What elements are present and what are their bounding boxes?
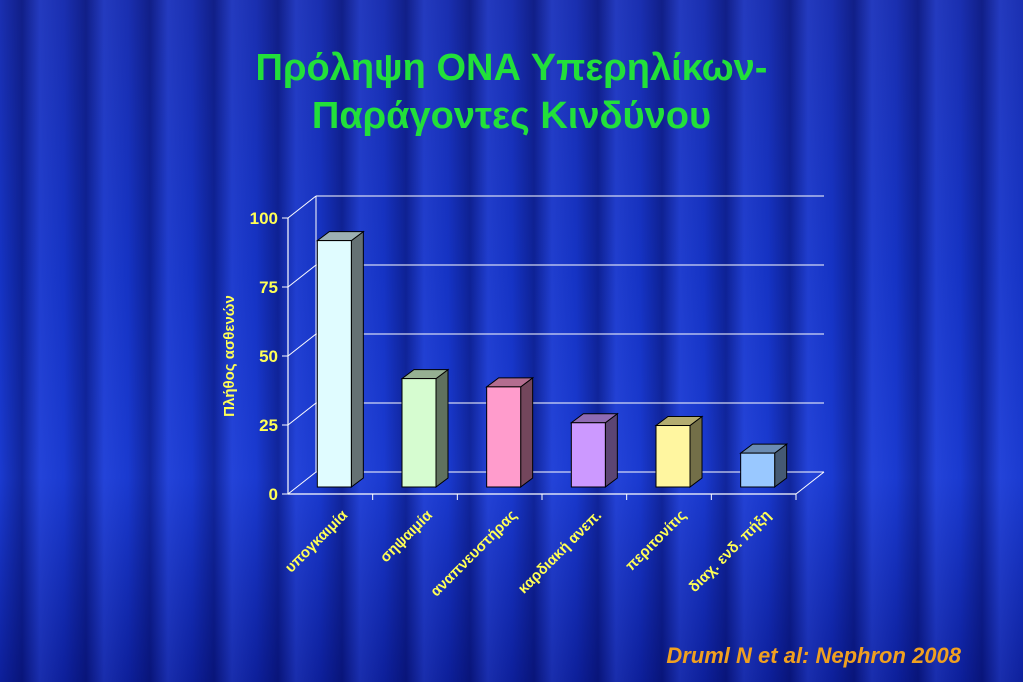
side-wall-tick bbox=[287, 402, 317, 426]
x-tick-label: περιτονίτις bbox=[622, 507, 690, 575]
side-wall-tick bbox=[287, 264, 317, 288]
bar-side bbox=[604, 412, 618, 488]
side-wall-tick bbox=[287, 333, 317, 357]
bar bbox=[401, 378, 437, 488]
x-tick-label: καρδιακή ανεπ. bbox=[515, 507, 605, 597]
y-tick-label: 50 bbox=[259, 347, 278, 366]
bar bbox=[655, 425, 691, 488]
y-axis-title: Πλήθος ασθενών bbox=[221, 295, 238, 417]
slide-title: Πρόληψη ΟΝΑ Υπερηλίκων- Παράγοντες Κινδύ… bbox=[0, 44, 1023, 140]
bar-side bbox=[435, 368, 449, 488]
title-line-1: Πρόληψη ΟΝΑ Υπερηλίκων- bbox=[255, 47, 768, 89]
bar bbox=[740, 452, 776, 488]
bar-side bbox=[689, 415, 703, 488]
side-wall-tick bbox=[287, 471, 317, 495]
y-tick-label: 0 bbox=[269, 485, 278, 504]
y-tick-label: 100 bbox=[250, 209, 278, 228]
citation: Druml N et al: Nephron 2008 bbox=[666, 643, 961, 668]
side-wall-tick bbox=[287, 195, 317, 219]
floor-right-edge bbox=[795, 471, 825, 495]
x-tick-label: διαχ. ενδ. πήξη bbox=[686, 507, 775, 596]
title-line-2: Παράγοντες Κινδύνου bbox=[311, 95, 712, 137]
bar-side bbox=[520, 376, 534, 488]
y-tick-label: 75 bbox=[259, 278, 278, 297]
bar bbox=[570, 422, 606, 488]
bar-side bbox=[350, 230, 364, 488]
x-tick-label: σηψαιμία bbox=[377, 506, 437, 566]
x-tick-label: υπογκαιμία bbox=[282, 506, 352, 576]
bar bbox=[486, 386, 522, 488]
y-tick-label: 25 bbox=[259, 416, 278, 435]
bar bbox=[316, 240, 352, 488]
x-tick-label: αναπνευστήρας bbox=[427, 507, 520, 600]
